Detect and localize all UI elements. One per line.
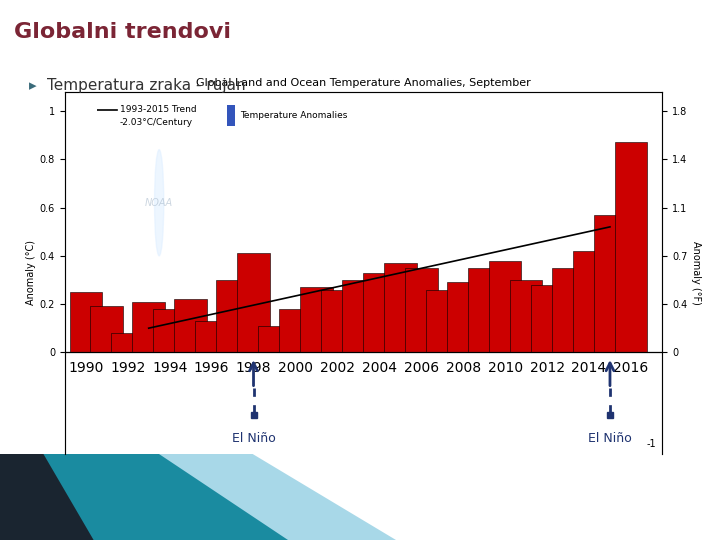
Y-axis label: Anomaly (°C): Anomaly (°C) — [25, 240, 35, 305]
Text: NOAA: NOAA — [145, 198, 174, 208]
Bar — [573, 251, 606, 352]
Text: -1: -1 — [647, 439, 656, 449]
Bar — [227, 114, 235, 122]
Bar — [447, 282, 480, 352]
Text: Temperature Anomalies: Temperature Anomalies — [240, 111, 347, 120]
Text: El Niño: El Niño — [232, 432, 275, 445]
Bar — [615, 143, 647, 352]
Bar — [594, 215, 626, 352]
Bar — [70, 292, 102, 352]
Bar — [112, 333, 144, 352]
Bar — [426, 289, 459, 352]
Text: ▸: ▸ — [29, 78, 37, 93]
Bar — [321, 289, 354, 352]
Polygon shape — [0, 454, 288, 540]
Bar — [216, 280, 249, 352]
Bar — [153, 309, 186, 352]
Title: Global Land and Ocean Temperature Anomalies, September: Global Land and Ocean Temperature Anomal… — [197, 78, 531, 88]
Bar — [258, 326, 291, 352]
Polygon shape — [0, 454, 94, 540]
Bar — [510, 280, 542, 352]
Polygon shape — [0, 454, 396, 540]
Bar — [363, 273, 395, 352]
Y-axis label: Anomaly (°F): Anomaly (°F) — [691, 241, 701, 305]
Text: Temperatura zraka - rujan: Temperatura zraka - rujan — [47, 78, 246, 93]
Bar — [468, 268, 500, 352]
Bar — [91, 307, 123, 352]
Text: Globalni trendovi: Globalni trendovi — [14, 22, 231, 42]
Bar — [300, 287, 333, 352]
Bar — [279, 309, 312, 352]
Bar — [531, 285, 563, 352]
Text: 1993-2015 Trend: 1993-2015 Trend — [120, 105, 197, 114]
Bar — [552, 268, 585, 352]
Bar — [489, 261, 521, 352]
Bar — [227, 105, 235, 117]
Text: -2.03°C/Century: -2.03°C/Century — [120, 118, 193, 127]
Bar — [238, 253, 270, 352]
Circle shape — [155, 150, 163, 256]
Bar — [342, 280, 374, 352]
Bar — [132, 302, 165, 352]
Bar — [405, 268, 438, 352]
Bar — [174, 299, 207, 352]
Text: El Niño: El Niño — [588, 432, 632, 445]
Bar — [384, 263, 417, 352]
Bar — [227, 122, 235, 126]
Bar — [195, 321, 228, 352]
